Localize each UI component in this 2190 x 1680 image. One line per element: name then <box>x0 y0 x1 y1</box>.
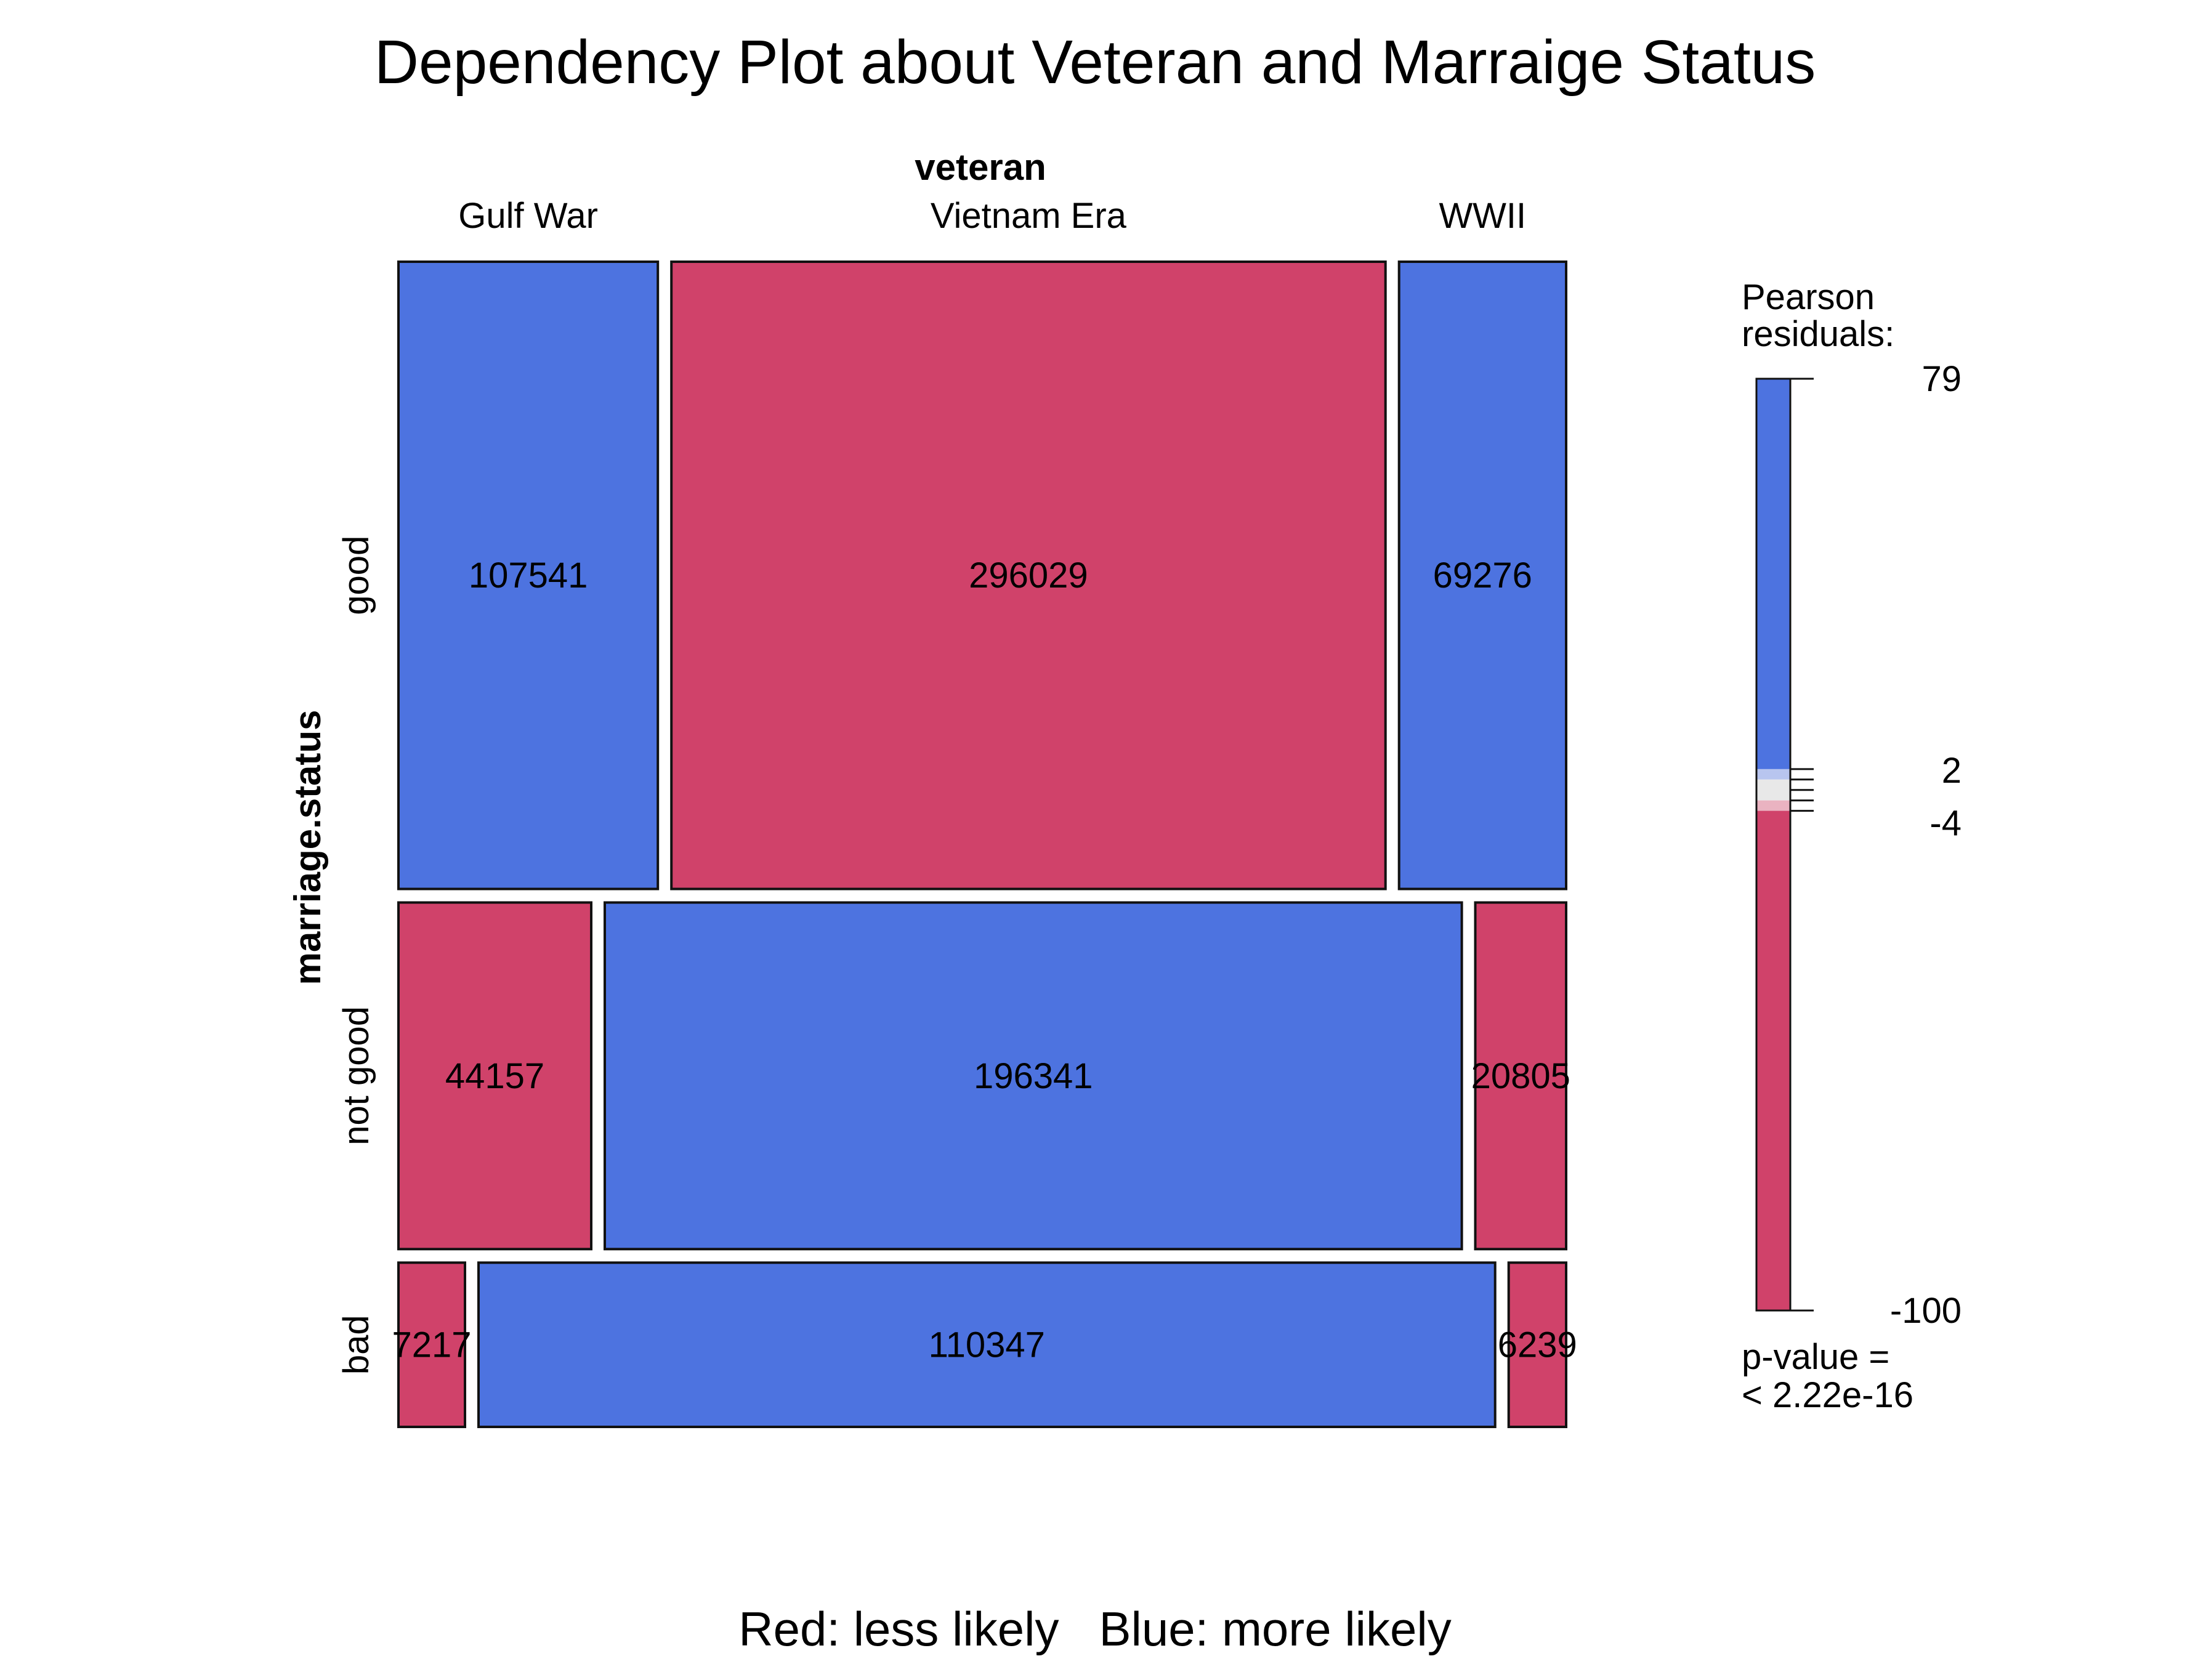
legend-band-more <box>1756 379 1790 769</box>
cell-count-label: 110347 <box>929 1325 1045 1365</box>
mosaic-cell-not-good-gulf-war <box>397 901 592 1251</box>
legend-tick-label: 79 <box>1921 359 1962 399</box>
row-variable-label: marriage.status <box>287 710 328 985</box>
cell-count-label: 69276 <box>1433 555 1532 596</box>
legend-title-line-1: Pearson <box>1742 277 1875 317</box>
cell-count-label: 6239 <box>1498 1325 1577 1365</box>
cell-count-label: 107541 <box>469 555 588 596</box>
legend-band-light_less <box>1756 800 1790 811</box>
mosaic-labels: good 107541 Gulf War 296029 Vietnam Era 69276… <box>336 196 1577 1375</box>
pvalue-line-1: p-value = <box>1742 1337 1889 1377</box>
legend-band-less <box>1756 810 1790 1310</box>
column-label-vietnam-era: Vietnam Era <box>931 196 1127 236</box>
legend-title-line-2: residuals: <box>1742 314 1894 354</box>
row-label-good: good <box>336 536 376 615</box>
pvalue-line-2: < 2.22e-16 <box>1742 1375 1913 1415</box>
chart-caption: Red: less likely Blue: more likely <box>738 1602 1451 1656</box>
mosaic-cells <box>397 260 1567 1429</box>
legend-band-neutral <box>1756 779 1790 801</box>
mosaic-cell-bad-vietnam-era <box>477 1261 1497 1429</box>
column-variable-label: veteran <box>915 147 1046 188</box>
chart-title: Dependency Plot about Veteran and Marrai… <box>374 28 1816 97</box>
legend-ticks: 79 2 -4 -100 <box>1790 359 1962 1331</box>
row-label-bad: bad <box>336 1315 376 1375</box>
legend: Pearson residuals: 79 2 -4 -100 p-value = <… <box>1742 277 1962 1415</box>
legend-tick-label: -100 <box>1890 1291 1962 1331</box>
mosaic-cell-bad-wwii <box>1507 1261 1567 1429</box>
mosaic-cell-bad-gulf-war <box>397 1261 466 1429</box>
mosaic-cell-good-wwii <box>1397 260 1567 890</box>
cell-count-label: 296029 <box>969 555 1088 596</box>
column-label-gulf-war: Gulf War <box>458 196 598 236</box>
legend-color-bar <box>1755 378 1792 1312</box>
cell-count-label: 44157 <box>445 1056 544 1096</box>
legend-band-light_more <box>1756 769 1790 780</box>
mosaic-cell-not-good-wwii <box>1474 901 1567 1251</box>
mosaic-cell-not-good-vietnam-era <box>604 901 1463 1251</box>
column-label-wwii: WWII <box>1439 196 1526 236</box>
mosaic-cell-good-vietnam-era <box>670 260 1387 890</box>
cell-count-label: 7217 <box>392 1325 471 1365</box>
mosaic-cell-good-gulf-war <box>397 260 660 890</box>
cell-count-label: 20805 <box>1471 1056 1570 1096</box>
legend-tick-label: 2 <box>1942 751 1962 791</box>
row-label-not-good: not good <box>336 1006 376 1145</box>
legend-tick-label: -4 <box>1929 804 1962 844</box>
cell-count-label: 196341 <box>974 1056 1093 1096</box>
legend-bar-outline <box>1755 378 1792 1312</box>
